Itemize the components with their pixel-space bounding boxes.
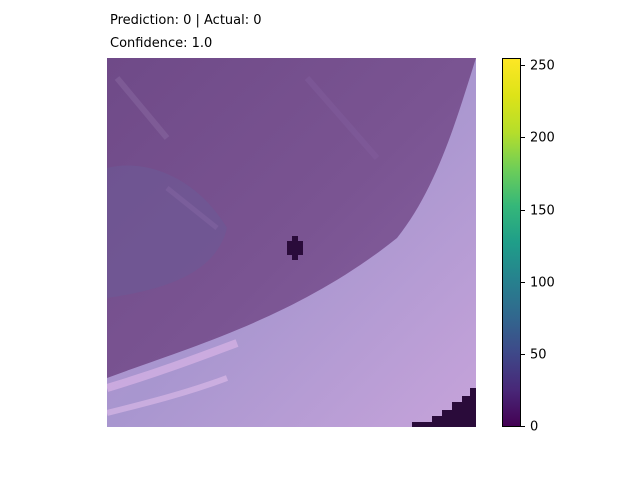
colorbar-tick-label: 0 xyxy=(530,419,539,435)
colorbar-tick xyxy=(521,426,525,427)
tissue-streak xyxy=(304,76,380,160)
tissue-light-band xyxy=(107,58,476,427)
colorbar-tick xyxy=(521,137,525,138)
colorbar xyxy=(502,58,521,427)
dark-corner-patch xyxy=(412,388,476,427)
colorbar-tick xyxy=(521,282,525,283)
tissue-streak xyxy=(165,186,219,230)
colorbar-tick xyxy=(521,354,525,355)
tissue-blue-region xyxy=(107,165,227,298)
prediction-label: Prediction: 0 | Actual: 0 xyxy=(110,13,262,28)
confidence-label: Confidence: 1.0 xyxy=(110,36,213,51)
colorbar-tick xyxy=(521,210,525,211)
colorbar-tick-label: 200 xyxy=(530,130,555,146)
colorbar-tick-label: 50 xyxy=(530,347,547,363)
colorbar-tick-label: 250 xyxy=(530,58,555,74)
tissue-light-streak xyxy=(107,375,229,416)
tissue-streak xyxy=(114,76,170,140)
dark-spot xyxy=(292,236,298,260)
tissue-light-streak xyxy=(107,339,239,392)
histology-image-svg xyxy=(107,58,476,427)
colorbar-tick-label: 100 xyxy=(530,275,555,291)
colorbar-tick xyxy=(521,65,525,66)
histology-image xyxy=(107,58,476,427)
colorbar-tick-label: 150 xyxy=(530,203,555,219)
